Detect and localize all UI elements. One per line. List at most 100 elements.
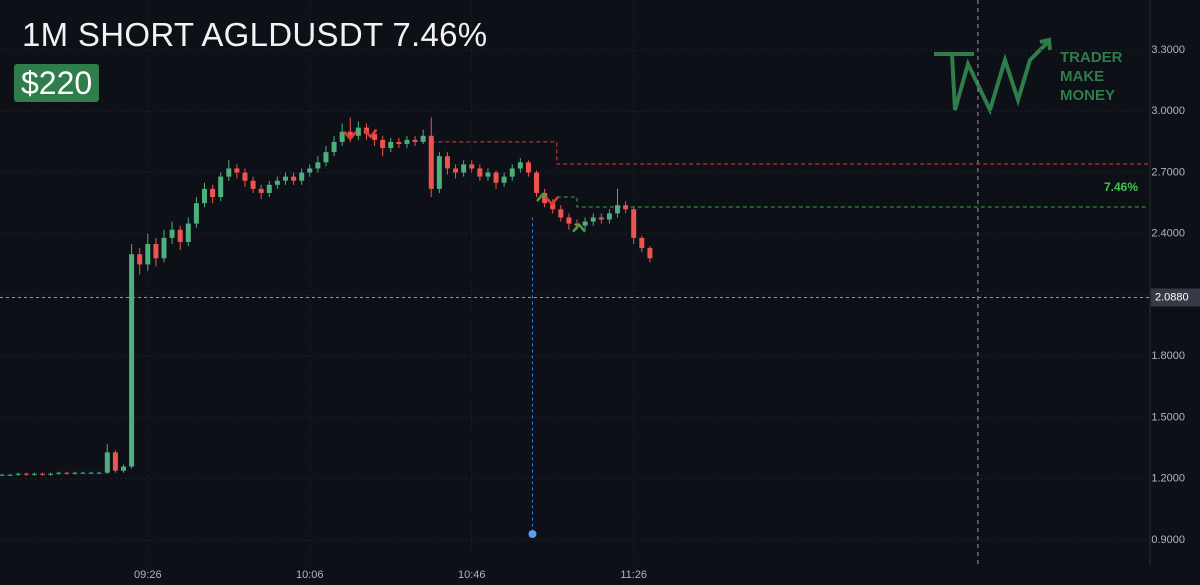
candle-body — [258, 188, 264, 193]
y-tick-label: 1.8000 — [1151, 350, 1185, 362]
candle-body — [40, 473, 46, 475]
candle-body — [266, 184, 272, 193]
candle-body — [185, 223, 191, 242]
x-tick-label: 10:46 — [458, 569, 486, 581]
candle-body — [129, 254, 135, 467]
candle-body — [153, 244, 159, 259]
candle-body — [396, 141, 402, 144]
candle-body — [226, 168, 232, 177]
candle-body — [477, 168, 483, 177]
candle-body — [631, 209, 637, 238]
logo-word: MONEY — [1060, 87, 1116, 104]
candle-body — [444, 156, 450, 169]
candle-body — [177, 229, 183, 242]
trade-marker — [343, 130, 358, 141]
candle-body — [15, 473, 21, 475]
candle-body — [501, 176, 507, 183]
y-tick-label: 2.4000 — [1151, 228, 1185, 240]
candle-body — [121, 466, 127, 471]
title: 1M SHORT AGLDUSDT 7.46% — [22, 16, 488, 53]
candle-body — [56, 472, 62, 474]
candle-body — [606, 213, 612, 220]
pnl-label: 7.46% — [1104, 180, 1138, 194]
candle-body — [210, 188, 216, 198]
candle-body — [590, 217, 596, 222]
candle-body — [566, 217, 572, 224]
candle-body — [7, 474, 13, 476]
candle-body — [307, 168, 313, 173]
candle-body — [299, 172, 305, 181]
candle-body — [80, 472, 86, 474]
candle-body — [96, 472, 102, 474]
candle-body — [461, 164, 467, 173]
candle-body — [339, 131, 345, 142]
trade-marker — [363, 128, 378, 139]
candle-body — [372, 133, 378, 140]
candle-body — [234, 168, 240, 173]
candle-body — [469, 164, 475, 169]
trade-marker — [544, 196, 559, 207]
candle-body — [380, 139, 386, 149]
candle-body — [48, 473, 54, 475]
candle-body — [0, 474, 5, 476]
candle-body — [598, 217, 604, 220]
candle-body — [323, 152, 329, 163]
candle-body — [517, 162, 523, 169]
y-tick-label: 1.5000 — [1151, 411, 1185, 423]
candle-body — [550, 203, 556, 210]
current-price-label: 2.0880 — [1155, 291, 1189, 303]
candle-body — [331, 141, 337, 153]
position-size-badge: $220 — [14, 64, 100, 102]
candle-body — [647, 248, 653, 259]
candle-body — [112, 452, 118, 471]
y-tick-label: 0.9000 — [1151, 534, 1185, 546]
candle-body — [64, 472, 70, 474]
logo-word: MAKE — [1060, 68, 1105, 85]
candle-body — [355, 127, 361, 136]
y-tick-label: 1.2000 — [1151, 473, 1185, 485]
candle-body — [388, 141, 394, 149]
candle-body — [525, 162, 531, 173]
trade-level-line — [431, 141, 1148, 165]
logo-text: TRADER MAKE MONEY — [1060, 48, 1123, 105]
candle-body — [23, 473, 29, 475]
candle-body — [412, 139, 418, 142]
candle-body — [291, 176, 297, 181]
candle-body — [509, 168, 515, 177]
candle-body — [558, 209, 564, 218]
candle-body — [420, 135, 426, 142]
candle-body — [137, 254, 143, 265]
current-price-badge — [1151, 288, 1200, 307]
candle-body — [169, 229, 175, 238]
candle-body — [161, 237, 167, 259]
x-tick-label: 10:06 — [296, 569, 324, 581]
candle-body — [347, 131, 353, 136]
x-tick-label: 11:26 — [620, 569, 647, 581]
candle-body — [615, 205, 621, 214]
x-tick-label: 09:26 — [134, 569, 162, 581]
y-tick-label: 3.0000 — [1151, 105, 1185, 117]
candle-body — [485, 172, 491, 177]
candle-body — [88, 472, 94, 474]
candle-body — [145, 244, 151, 265]
candle-body — [242, 172, 248, 181]
candle-body — [31, 473, 37, 475]
candle-body — [218, 176, 224, 198]
y-tick-label: 2.7000 — [1151, 166, 1185, 178]
trade-marker — [572, 222, 586, 233]
trade-level-line — [556, 196, 1148, 208]
candle-body — [274, 180, 280, 185]
y-tick-label: 3.3000 — [1151, 44, 1185, 56]
candle-body — [404, 139, 410, 144]
logo-word: TRADER — [1060, 49, 1123, 66]
candle-body — [193, 203, 199, 224]
candle-body — [428, 135, 434, 189]
candle-body — [72, 472, 78, 474]
candle-body — [493, 172, 499, 183]
candle-body — [574, 223, 580, 226]
candle-body — [201, 188, 207, 204]
logo-mark — [934, 37, 1052, 116]
